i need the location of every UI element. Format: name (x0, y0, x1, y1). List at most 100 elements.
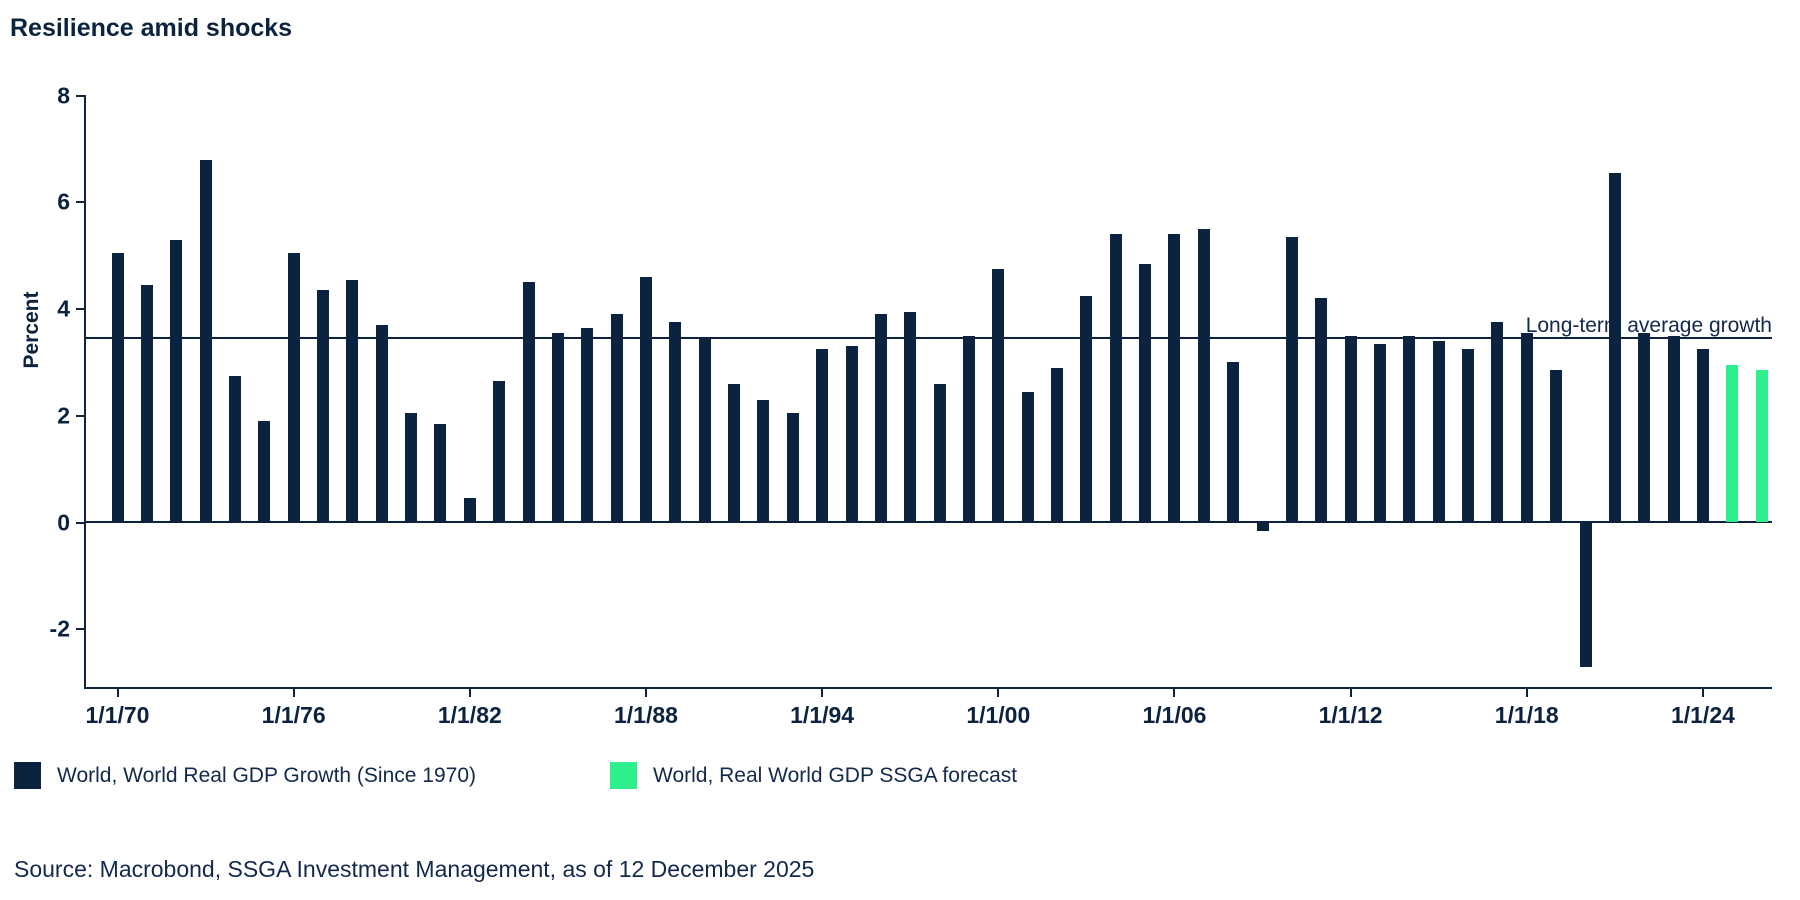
y-tick-mark (76, 308, 84, 311)
bar-2015 (1432, 341, 1445, 523)
bar-1989 (669, 322, 682, 523)
bar-1991 (728, 383, 741, 523)
x-tick-label-1-1-94: 1/1/94 (790, 702, 855, 728)
legend-item-actual: World, World Real GDP Growth (Since 1970… (14, 762, 476, 789)
bar-2012 (1344, 335, 1357, 523)
bar-1999 (962, 335, 975, 523)
bar-2016 (1462, 349, 1475, 523)
y-tick-label-4: 4 (57, 295, 70, 322)
bar-1978 (346, 279, 359, 523)
bar-1996 (874, 314, 887, 523)
y-axis-label: Percent (20, 291, 43, 369)
bar-2011 (1315, 298, 1328, 523)
zero-baseline (84, 521, 1772, 523)
x-tick-label-1-1-00: 1/1/00 (966, 702, 1031, 728)
bar-1979 (375, 325, 388, 523)
y-axis-line (84, 95, 86, 689)
legend: World, World Real GDP Growth (Since 1970… (14, 762, 1017, 789)
bar-2003 (1080, 295, 1093, 523)
bar-2007 (1197, 229, 1210, 523)
x-tick-label-1-1-76: 1/1/76 (261, 702, 326, 728)
x-tick-mark (1525, 689, 1528, 697)
y-tick-mark (76, 628, 84, 631)
bar-1971 (140, 285, 153, 523)
bar-2004 (1109, 234, 1122, 523)
bar-2021 (1608, 173, 1621, 523)
x-tick-mark (644, 689, 647, 697)
long-term-average-label: Long-term average growth (1525, 313, 1772, 337)
y-tick-mark (76, 521, 84, 524)
legend-label-forecast: World, Real World GDP SSGA forecast (653, 763, 1018, 787)
bar-1994 (816, 349, 829, 523)
bar-2002 (1051, 367, 1064, 523)
bar-1988 (639, 277, 652, 523)
y-tick-label-6: 6 (57, 188, 70, 215)
x-tick-label-1-1-70: 1/1/70 (85, 702, 150, 728)
x-tick-label-1-1-06: 1/1/06 (1142, 702, 1207, 728)
x-tick-mark (468, 689, 471, 697)
long-term-average-line (84, 336, 1772, 339)
bar-2025-forecast (1726, 365, 1739, 523)
x-tick-label-1-1-24: 1/1/24 (1670, 702, 1735, 728)
bar-2019 (1550, 370, 1563, 523)
bar-1982 (463, 498, 476, 523)
bar-2009 (1256, 522, 1269, 531)
plot-bottom-line (84, 687, 1772, 689)
bar-1972 (170, 239, 183, 523)
bar-1970 (111, 253, 124, 523)
bar-2006 (1168, 234, 1181, 523)
y-tick-label-0: 0 (57, 509, 70, 535)
x-tick-mark (1173, 689, 1176, 697)
y-tick-mark (76, 201, 84, 204)
bar-2008 (1227, 362, 1240, 523)
legend-label-actual: World, World Real GDP Growth (Since 1970… (57, 763, 476, 787)
y-tick-mark (76, 414, 84, 417)
bar-1993 (786, 413, 799, 523)
bar-1981 (434, 423, 447, 523)
x-tick-label-1-1-88: 1/1/88 (613, 702, 678, 728)
bar-1975 (258, 421, 271, 523)
bar-2022 (1638, 333, 1651, 523)
bar-2026-forecast (1755, 370, 1768, 523)
bar-1987 (610, 314, 623, 523)
bar-1976 (287, 253, 300, 523)
source-note: Source: Macrobond, SSGA Investment Manag… (14, 856, 815, 882)
bar-2001 (1021, 391, 1034, 523)
x-tick-label-1-1-82: 1/1/82 (437, 702, 502, 728)
bar-1985 (551, 333, 564, 523)
legend-item-forecast: World, Real World GDP SSGA forecast (610, 762, 1017, 789)
x-tick-mark (821, 689, 824, 697)
bar-1997 (904, 311, 917, 523)
bar-1977 (317, 290, 330, 523)
bar-1992 (757, 399, 770, 523)
bar-1995 (845, 346, 858, 523)
bar-2024 (1696, 349, 1709, 523)
x-tick-mark (997, 689, 1000, 697)
bar-1974 (228, 375, 241, 523)
bar-2010 (1285, 237, 1298, 523)
bar-2005 (1139, 263, 1152, 523)
y-tick-label--2: -2 (49, 615, 70, 642)
legend-swatch-forecast (610, 762, 637, 789)
bar-2018 (1520, 333, 1533, 523)
legend-swatch-actual (14, 762, 41, 789)
x-tick-mark (116, 689, 119, 697)
bar-2000 (992, 269, 1005, 523)
y-tick-mark (76, 94, 84, 97)
bar-1980 (405, 413, 418, 523)
chart-title: Resilience amid shocks (10, 14, 293, 42)
bar-2020 (1579, 522, 1592, 667)
bar-1973 (199, 159, 212, 523)
y-tick-label-2: 2 (57, 402, 70, 429)
bar-2013 (1373, 343, 1386, 523)
bar-2023 (1667, 335, 1680, 523)
x-tick-label-1-1-18: 1/1/18 (1494, 702, 1559, 728)
y-tick-label-8: 8 (57, 82, 70, 109)
x-tick-mark (292, 689, 295, 697)
bar-1986 (581, 327, 594, 523)
bar-1984 (522, 282, 535, 523)
x-tick-label-1-1-12: 1/1/12 (1318, 702, 1383, 728)
bar-1998 (933, 383, 946, 523)
bar-2014 (1403, 335, 1416, 523)
